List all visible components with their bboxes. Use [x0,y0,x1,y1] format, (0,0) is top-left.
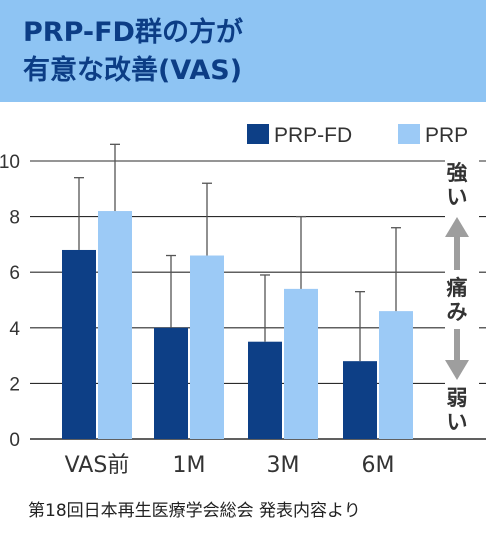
x-tick-label: 6M [362,453,395,478]
bar-prp-fd [248,341,282,439]
y-tick-label: 0 [9,430,20,451]
bar-prp-fd [154,327,188,439]
x-tick-labels: VAS前 1M 3M 6M [65,453,395,478]
scale-label-weak: い [447,410,468,434]
error-bars [74,143,401,362]
chart-header: PRP-FD群の方が 有意な改善(VAS) [0,0,486,102]
bar-prp [98,211,132,439]
y-tick-label: 10 [0,152,20,173]
legend-label: PRP [425,124,468,147]
bar-prp-fd [62,249,96,439]
arrow-down-icon [445,360,469,380]
side-label-background [445,155,479,438]
source-note: 第18回日本再生医療学会総会 発表内容より [28,501,361,521]
scale-label-weak: 弱 [447,386,468,410]
legend-label: PRP-FD [274,124,352,147]
legend: PRP-FD PRP [247,124,468,147]
bar-prp [190,255,224,439]
scale-label-pain: 痛 [447,276,468,300]
y-tick-label: 2 [9,374,20,395]
y-tick-label: 4 [9,319,20,340]
chart-title-line-2: 有意な改善(VAS) [23,55,243,86]
legend-swatch [247,124,269,144]
scale-label-pain: み [447,300,468,324]
arrow-down-shaft [454,329,460,361]
legend-swatch [398,124,420,144]
y-tick-label: 6 [9,263,20,284]
bar-prp-fd [343,361,377,439]
arrow-up-icon [445,217,469,237]
x-tick-label: VAS前 [65,453,130,478]
y-tick-labels: 0 2 4 6 8 10 [0,152,20,451]
scale-label-strong: い [447,185,468,209]
x-tick-label: 1M [173,453,206,478]
bars [62,211,413,439]
bar-prp [284,288,318,439]
y-tick-label: 8 [9,208,20,229]
bar-prp [379,311,413,439]
x-tick-label: 3M [267,453,300,478]
arrow-up-shaft [454,236,460,270]
scale-label-strong: 強 [447,161,468,185]
chart-title-line-1: PRP-FD群の方が [23,17,243,48]
